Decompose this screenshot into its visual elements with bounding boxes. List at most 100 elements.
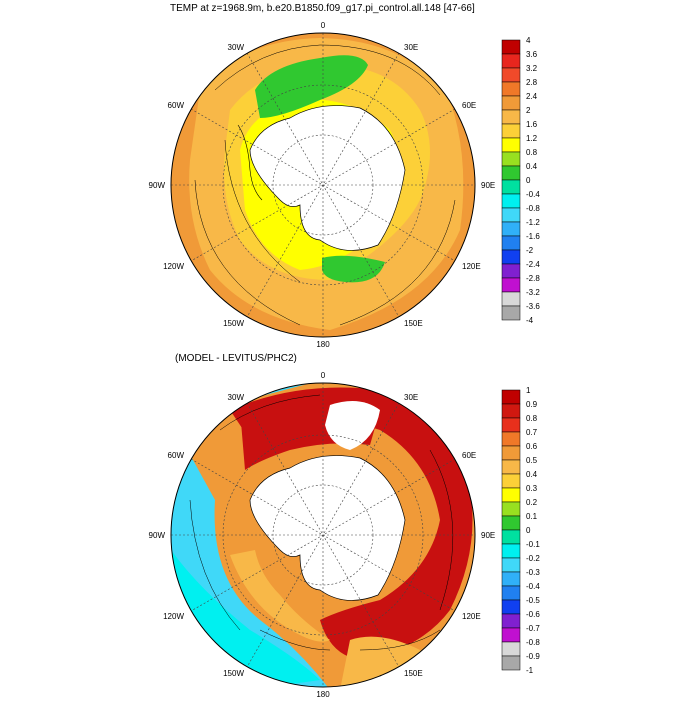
colorbar-label: -0.9 <box>526 652 540 661</box>
colorbar-label: -1.6 <box>526 232 540 241</box>
lon-label: 150E <box>404 669 423 678</box>
colorbar-label: -1 <box>526 666 534 675</box>
colorbar-cell <box>501 655 521 671</box>
colorbar-cell <box>501 585 521 601</box>
colorbar-label: 0.8 <box>526 414 538 423</box>
top-peninsula-coast <box>237 124 263 201</box>
colorbar-label: 0.9 <box>526 400 538 409</box>
top-lon-labels: 0 30E 60E 90E 120E 150E 180 150W 120W 90… <box>149 21 496 349</box>
lon-label: 60E <box>462 451 476 460</box>
colorbar-label: -0.1 <box>526 540 540 549</box>
bottom-red-band <box>230 387 473 660</box>
bottom-orange-shelf <box>230 550 330 642</box>
lon-label: 180 <box>316 340 330 349</box>
bottom-antarctica <box>249 455 406 601</box>
colorbar-cell <box>501 417 521 433</box>
colorbar-label: -4 <box>526 316 534 325</box>
colorbar-label: 0.7 <box>526 428 538 437</box>
lon-label: 30E <box>404 393 418 402</box>
lon-label: 60E <box>462 101 476 110</box>
top-colorbar: 4 3.6 3.2 2.8 2.4 2 1.6 1.2 0.8 0.4 0 -0.4 -0.8 -1.2 -… <box>501 36 540 325</box>
lon-label: 60W <box>168 101 185 110</box>
bottom-panel: 0 30E 60E 90E 120E 150E 180 150W 120W 90… <box>0 350 700 700</box>
colorbar-label: -2.4 <box>526 260 540 269</box>
colorbar-label: -2.8 <box>526 274 540 283</box>
lon-label: 90E <box>481 531 495 540</box>
colorbar-cell <box>501 459 521 475</box>
lon-label: 90E <box>481 181 495 190</box>
colorbar-cell <box>501 501 521 517</box>
colorbar-cell <box>501 193 521 209</box>
colorbar-label: -1.2 <box>526 218 540 227</box>
lon-label: 90W <box>149 531 166 540</box>
colorbar-cell <box>501 67 521 83</box>
top-contours <box>194 44 456 326</box>
colorbar-label: 0.2 <box>526 498 538 507</box>
colorbar-label: -3.6 <box>526 302 540 311</box>
top-green-patch-south <box>322 255 385 283</box>
colorbar-label: 4 <box>526 36 531 45</box>
colorbar-cell <box>501 543 521 559</box>
colorbar-label: 0.6 <box>526 442 538 451</box>
colorbar-label: 0.5 <box>526 456 538 465</box>
bottom-contours <box>189 394 454 651</box>
colorbar-label: 0.4 <box>526 162 538 171</box>
colorbar-cell <box>501 613 521 629</box>
colorbar-label: -0.6 <box>526 610 540 619</box>
colorbar-cell <box>501 165 521 181</box>
colorbar-cell <box>501 123 521 139</box>
lon-label: 120E <box>462 612 481 621</box>
colorbar-label: 1.2 <box>526 134 538 143</box>
colorbar-label: 1.6 <box>526 120 538 129</box>
colorbar-cell <box>501 487 521 503</box>
top-green-patch-north <box>255 55 368 118</box>
bottom-lon-labels: 0 30E 60E 90E 120E 150E 180 150W 120W 90… <box>149 371 496 699</box>
colorbar-label: -0.7 <box>526 624 540 633</box>
colorbar-cell <box>501 529 521 545</box>
colorbar-label: 0 <box>526 526 531 535</box>
colorbar-label: 2.4 <box>526 92 538 101</box>
colorbar-cell <box>501 641 521 657</box>
lon-label: 60W <box>168 451 185 460</box>
bottom-graticule <box>171 383 475 687</box>
colorbar-label: 0.1 <box>526 512 538 521</box>
lon-label: 120W <box>163 262 184 271</box>
colorbar-cell <box>501 137 521 153</box>
colorbar-label: 0 <box>526 176 531 185</box>
bottom-map-border <box>170 382 476 688</box>
colorbar-cell <box>501 571 521 587</box>
bottom-land-patch <box>325 401 380 450</box>
colorbar-label: -0.5 <box>526 596 540 605</box>
colorbar-cell <box>501 221 521 237</box>
colorbar-label: -0.4 <box>526 582 540 591</box>
colorbar-label: -0.2 <box>526 554 540 563</box>
bottom-map-disk <box>171 383 475 687</box>
colorbar-cell <box>501 207 521 223</box>
colorbar-cell <box>501 389 521 405</box>
colorbar-cell <box>501 515 521 531</box>
colorbar-cell <box>501 431 521 447</box>
colorbar-label: -0.8 <box>526 204 540 213</box>
top-graticule <box>171 33 475 337</box>
colorbar-label: 3.2 <box>526 64 538 73</box>
colorbar-label: 0.8 <box>526 148 538 157</box>
lon-label: 150W <box>223 669 244 678</box>
top-map-title: TEMP at z=1968.9m, b.e20.B1850.f09_g17.p… <box>170 3 475 14</box>
colorbar-label: -2 <box>526 246 534 255</box>
colorbar-label: 0.4 <box>526 470 538 479</box>
colorbar-cell <box>501 557 521 573</box>
colorbar-label: 0.3 <box>526 484 538 493</box>
lon-label: 150W <box>223 319 244 328</box>
colorbar-cell <box>501 627 521 643</box>
lon-label: 0 <box>321 371 326 380</box>
colorbar-cell <box>501 109 521 125</box>
colorbar-label: -3.2 <box>526 288 540 297</box>
colorbar-cell <box>501 95 521 111</box>
colorbar-cell <box>501 305 521 321</box>
top-panel: 0 30E 60E 90E 120E 150E 180 150W 120W 90… <box>0 0 700 350</box>
colorbar-label: 1 <box>526 386 531 395</box>
lon-label: 180 <box>316 690 330 699</box>
lon-label: 30W <box>228 393 245 402</box>
colorbar-cell <box>501 53 521 69</box>
lon-label: 90W <box>149 181 166 190</box>
